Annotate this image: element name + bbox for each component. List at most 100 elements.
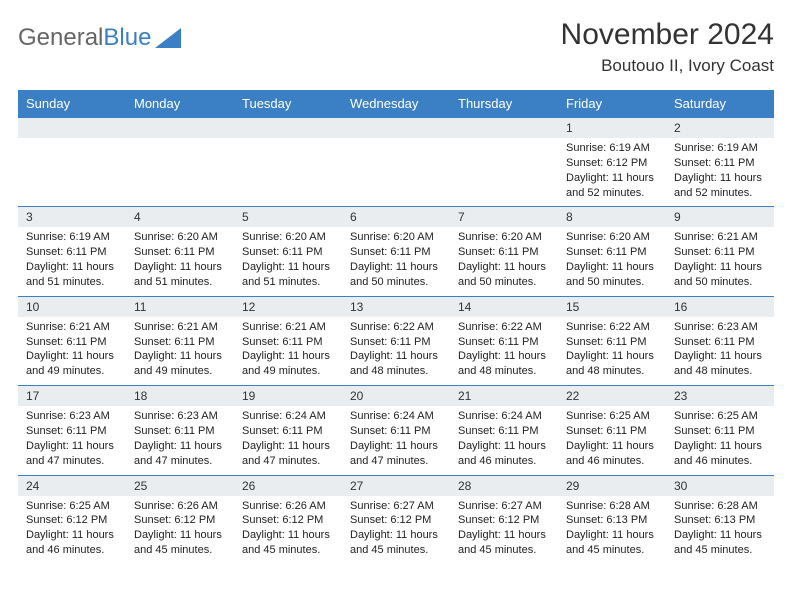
calendar-cell: 20Sunrise: 6:24 AMSunset: 6:11 PMDayligh… bbox=[342, 385, 450, 474]
daylight-text: Daylight: 11 hours and 48 minutes. bbox=[674, 349, 766, 379]
day-body: Sunrise: 6:25 AMSunset: 6:11 PMDaylight:… bbox=[558, 406, 666, 474]
calendar-cell: 11Sunrise: 6:21 AMSunset: 6:11 PMDayligh… bbox=[126, 296, 234, 385]
day-body: Sunrise: 6:20 AMSunset: 6:11 PMDaylight:… bbox=[126, 227, 234, 295]
logo-text2: Blue bbox=[103, 24, 151, 52]
calendar-cell bbox=[18, 117, 126, 206]
day-body: Sunrise: 6:27 AMSunset: 6:12 PMDaylight:… bbox=[450, 496, 558, 564]
sunrise-text: Sunrise: 6:25 AM bbox=[674, 409, 766, 424]
sunrise-text: Sunrise: 6:24 AM bbox=[350, 409, 442, 424]
sunrise-text: Sunrise: 6:26 AM bbox=[242, 499, 334, 514]
day-body: Sunrise: 6:19 AMSunset: 6:12 PMDaylight:… bbox=[558, 138, 666, 206]
sunset-text: Sunset: 6:11 PM bbox=[458, 424, 550, 439]
daylight-text: Daylight: 11 hours and 51 minutes. bbox=[26, 260, 118, 290]
sunrise-text: Sunrise: 6:21 AM bbox=[674, 230, 766, 245]
calendar-cell: 8Sunrise: 6:20 AMSunset: 6:11 PMDaylight… bbox=[558, 206, 666, 295]
calendar-cell bbox=[234, 117, 342, 206]
sunset-text: Sunset: 6:11 PM bbox=[134, 245, 226, 260]
day-body: Sunrise: 6:22 AMSunset: 6:11 PMDaylight:… bbox=[342, 317, 450, 385]
day-body: Sunrise: 6:22 AMSunset: 6:11 PMDaylight:… bbox=[558, 317, 666, 385]
calendar-cell: 3Sunrise: 6:19 AMSunset: 6:11 PMDaylight… bbox=[18, 206, 126, 295]
calendar-cell: 22Sunrise: 6:25 AMSunset: 6:11 PMDayligh… bbox=[558, 385, 666, 474]
sunset-text: Sunset: 6:11 PM bbox=[350, 424, 442, 439]
day-body: Sunrise: 6:27 AMSunset: 6:12 PMDaylight:… bbox=[342, 496, 450, 564]
page-title: November 2024 bbox=[561, 18, 774, 52]
calendar-week: 10Sunrise: 6:21 AMSunset: 6:11 PMDayligh… bbox=[18, 296, 774, 385]
calendar-cell bbox=[126, 117, 234, 206]
day-body: Sunrise: 6:28 AMSunset: 6:13 PMDaylight:… bbox=[558, 496, 666, 564]
day-body: Sunrise: 6:20 AMSunset: 6:11 PMDaylight:… bbox=[342, 227, 450, 295]
day-body: Sunrise: 6:20 AMSunset: 6:11 PMDaylight:… bbox=[450, 227, 558, 295]
day-number: 30 bbox=[666, 475, 774, 496]
daylight-text: Daylight: 11 hours and 47 minutes. bbox=[350, 439, 442, 469]
sunrise-text: Sunrise: 6:23 AM bbox=[134, 409, 226, 424]
sunset-text: Sunset: 6:11 PM bbox=[350, 245, 442, 260]
calendar-cell: 7Sunrise: 6:20 AMSunset: 6:11 PMDaylight… bbox=[450, 206, 558, 295]
day-number: 6 bbox=[342, 206, 450, 227]
calendar-cell: 9Sunrise: 6:21 AMSunset: 6:11 PMDaylight… bbox=[666, 206, 774, 295]
daylight-text: Daylight: 11 hours and 52 minutes. bbox=[566, 171, 658, 201]
day-body: Sunrise: 6:26 AMSunset: 6:12 PMDaylight:… bbox=[234, 496, 342, 564]
sunrise-text: Sunrise: 6:19 AM bbox=[566, 141, 658, 156]
calendar-cell bbox=[342, 117, 450, 206]
sunrise-text: Sunrise: 6:23 AM bbox=[674, 320, 766, 335]
sunset-text: Sunset: 6:12 PM bbox=[242, 513, 334, 528]
day-header: Wednesday bbox=[342, 90, 450, 117]
calendar-cell: 27Sunrise: 6:27 AMSunset: 6:12 PMDayligh… bbox=[342, 475, 450, 564]
sunrise-text: Sunrise: 6:28 AM bbox=[674, 499, 766, 514]
day-number: 29 bbox=[558, 475, 666, 496]
day-number bbox=[18, 117, 126, 138]
calendar-week: 1Sunrise: 6:19 AMSunset: 6:12 PMDaylight… bbox=[18, 117, 774, 206]
logo: GeneralBlue bbox=[18, 18, 181, 52]
sunrise-text: Sunrise: 6:22 AM bbox=[566, 320, 658, 335]
daylight-text: Daylight: 11 hours and 46 minutes. bbox=[674, 439, 766, 469]
sunrise-text: Sunrise: 6:20 AM bbox=[134, 230, 226, 245]
sunset-text: Sunset: 6:11 PM bbox=[566, 424, 658, 439]
calendar-cell: 17Sunrise: 6:23 AMSunset: 6:11 PMDayligh… bbox=[18, 385, 126, 474]
day-number: 5 bbox=[234, 206, 342, 227]
day-body: Sunrise: 6:24 AMSunset: 6:11 PMDaylight:… bbox=[342, 406, 450, 474]
calendar-cell: 19Sunrise: 6:24 AMSunset: 6:11 PMDayligh… bbox=[234, 385, 342, 474]
day-header: Tuesday bbox=[234, 90, 342, 117]
day-body: Sunrise: 6:20 AMSunset: 6:11 PMDaylight:… bbox=[558, 227, 666, 295]
daylight-text: Daylight: 11 hours and 45 minutes. bbox=[242, 528, 334, 558]
day-header: Sunday bbox=[18, 90, 126, 117]
day-number: 18 bbox=[126, 385, 234, 406]
calendar-cell bbox=[450, 117, 558, 206]
logo-text1: General bbox=[18, 24, 103, 52]
sunset-text: Sunset: 6:12 PM bbox=[458, 513, 550, 528]
sunset-text: Sunset: 6:13 PM bbox=[674, 513, 766, 528]
day-number: 1 bbox=[558, 117, 666, 138]
sunset-text: Sunset: 6:12 PM bbox=[26, 513, 118, 528]
day-body: Sunrise: 6:21 AMSunset: 6:11 PMDaylight:… bbox=[234, 317, 342, 385]
daylight-text: Daylight: 11 hours and 45 minutes. bbox=[350, 528, 442, 558]
daylight-text: Daylight: 11 hours and 49 minutes. bbox=[242, 349, 334, 379]
sunset-text: Sunset: 6:11 PM bbox=[242, 335, 334, 350]
daylight-text: Daylight: 11 hours and 52 minutes. bbox=[674, 171, 766, 201]
day-number: 20 bbox=[342, 385, 450, 406]
calendar-week: 17Sunrise: 6:23 AMSunset: 6:11 PMDayligh… bbox=[18, 385, 774, 474]
header: GeneralBlue November 2024 Boutouo II, Iv… bbox=[18, 18, 774, 76]
sunrise-text: Sunrise: 6:21 AM bbox=[26, 320, 118, 335]
sunset-text: Sunset: 6:11 PM bbox=[26, 245, 118, 260]
day-number bbox=[450, 117, 558, 138]
day-number bbox=[342, 117, 450, 138]
day-number: 22 bbox=[558, 385, 666, 406]
sunset-text: Sunset: 6:11 PM bbox=[26, 335, 118, 350]
day-body: Sunrise: 6:23 AMSunset: 6:11 PMDaylight:… bbox=[126, 406, 234, 474]
day-number: 15 bbox=[558, 296, 666, 317]
daylight-text: Daylight: 11 hours and 51 minutes. bbox=[242, 260, 334, 290]
sunset-text: Sunset: 6:11 PM bbox=[674, 424, 766, 439]
sunset-text: Sunset: 6:11 PM bbox=[566, 335, 658, 350]
day-number: 9 bbox=[666, 206, 774, 227]
day-number: 28 bbox=[450, 475, 558, 496]
sunset-text: Sunset: 6:12 PM bbox=[350, 513, 442, 528]
sunset-text: Sunset: 6:11 PM bbox=[566, 245, 658, 260]
day-number: 7 bbox=[450, 206, 558, 227]
day-body: Sunrise: 6:24 AMSunset: 6:11 PMDaylight:… bbox=[450, 406, 558, 474]
calendar-week: 3Sunrise: 6:19 AMSunset: 6:11 PMDaylight… bbox=[18, 206, 774, 295]
daylight-text: Daylight: 11 hours and 48 minutes. bbox=[566, 349, 658, 379]
daylight-text: Daylight: 11 hours and 46 minutes. bbox=[458, 439, 550, 469]
day-body: Sunrise: 6:19 AMSunset: 6:11 PMDaylight:… bbox=[666, 138, 774, 206]
calendar-cell: 6Sunrise: 6:20 AMSunset: 6:11 PMDaylight… bbox=[342, 206, 450, 295]
sunset-text: Sunset: 6:11 PM bbox=[242, 424, 334, 439]
